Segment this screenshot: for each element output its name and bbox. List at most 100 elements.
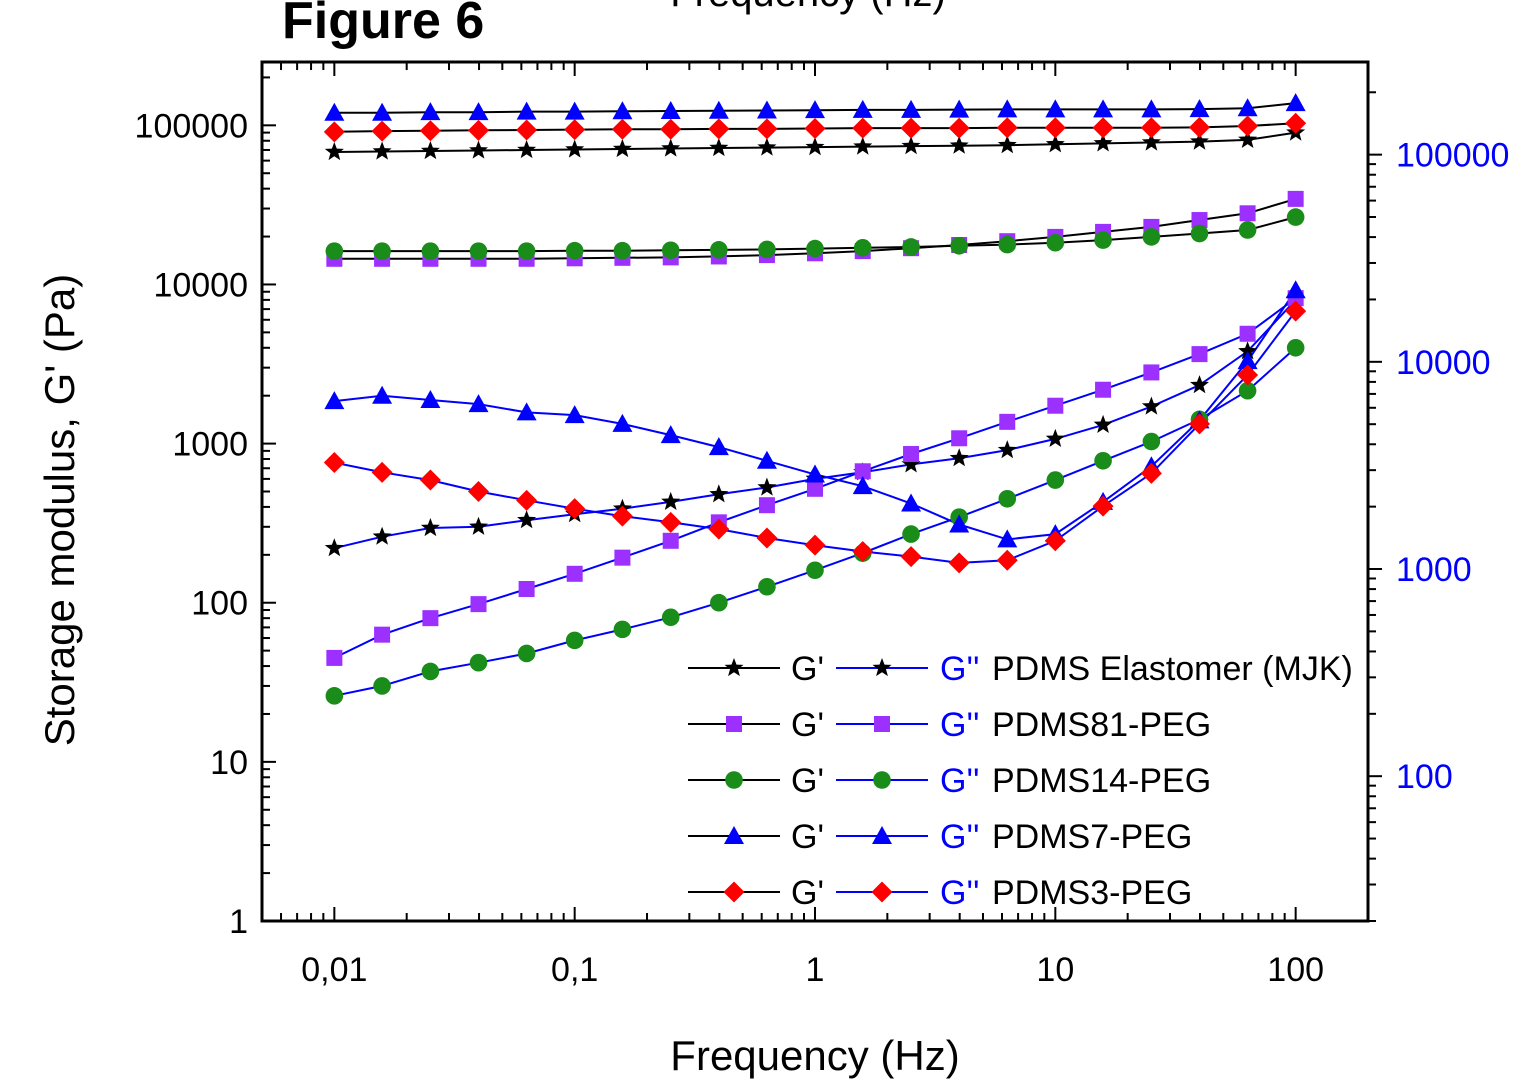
data-point — [710, 241, 728, 259]
data-point — [804, 534, 826, 556]
data-point — [324, 391, 345, 410]
series-line — [334, 289, 1297, 541]
data-point — [518, 580, 535, 597]
data-point — [805, 464, 825, 483]
data-point — [709, 138, 729, 157]
data-point — [758, 497, 775, 514]
data-point — [1045, 428, 1065, 447]
legend-gp-label: G' — [791, 818, 824, 856]
data-point — [852, 99, 873, 118]
data-point — [1237, 115, 1259, 137]
legend-gpp-label: G'' — [940, 818, 979, 856]
data-point — [325, 242, 344, 260]
series-line — [334, 299, 1297, 550]
data-point — [805, 137, 825, 156]
legend-marker-gp — [724, 826, 744, 844]
legend-marker-gpp — [872, 826, 892, 844]
data-point — [1093, 99, 1114, 118]
data-point — [1285, 93, 1306, 112]
data-point — [662, 532, 679, 549]
data-point — [1140, 117, 1162, 139]
data-point — [1238, 341, 1258, 360]
legend-marker-gpp — [873, 771, 891, 789]
data-point — [903, 446, 920, 463]
data-point — [900, 117, 922, 139]
data-point — [1044, 530, 1066, 552]
data-point — [758, 577, 776, 596]
legend-sample-label: PDMS Elastomer (MJK) — [992, 650, 1353, 688]
y-tick-label: 1000 — [172, 426, 248, 464]
figure-label: Figure 6 — [282, 0, 484, 50]
legend-sample-label: PDMS81-PEG — [992, 706, 1211, 744]
data-point — [614, 549, 631, 566]
data-point — [1287, 190, 1304, 207]
data-point — [1047, 397, 1064, 414]
y2-tick-label: 1000 — [1396, 551, 1472, 589]
data-point — [1188, 413, 1210, 435]
legend-gp-label: G' — [791, 762, 824, 800]
data-point — [1286, 208, 1305, 226]
data-point — [901, 454, 921, 473]
data-point — [1142, 228, 1161, 246]
data-point — [804, 118, 826, 140]
data-point — [420, 389, 441, 408]
data-point — [468, 394, 489, 413]
data-point — [324, 142, 344, 161]
data-point — [323, 121, 345, 143]
data-point — [419, 120, 441, 142]
data-point — [613, 620, 632, 639]
y2-tick-label: 100 — [1396, 758, 1453, 796]
plot-frame — [260, 60, 1370, 923]
legend-gpp-label: G'' — [940, 706, 979, 744]
y-axis-label: Storage modulus, G' (Pa) — [36, 274, 83, 747]
legend-gp-label: G' — [791, 874, 824, 912]
data-point — [1045, 134, 1065, 153]
data-point — [612, 413, 633, 432]
data-point — [565, 631, 584, 650]
data-point — [997, 529, 1018, 548]
data-point — [324, 538, 344, 557]
data-point — [565, 139, 585, 158]
y2-tick-label: 100000 — [1396, 137, 1509, 175]
data-point — [660, 101, 681, 120]
data-point — [757, 137, 777, 156]
data-point — [999, 413, 1016, 430]
data-point — [1094, 451, 1112, 470]
data-point — [372, 385, 393, 404]
data-point — [661, 138, 681, 157]
data-point — [1095, 381, 1112, 398]
data-point — [1238, 129, 1258, 148]
data-point — [420, 102, 441, 121]
data-point — [1286, 338, 1305, 357]
data-point — [1285, 280, 1306, 299]
data-point — [661, 608, 680, 627]
data-point — [902, 238, 920, 256]
data-point — [422, 610, 439, 627]
data-point — [419, 469, 441, 491]
data-point — [1238, 381, 1257, 400]
data-point — [758, 240, 776, 259]
data-point — [708, 518, 730, 540]
data-point — [323, 452, 345, 474]
data-point — [900, 546, 922, 568]
legend-marker-gpp — [871, 881, 893, 903]
data-point — [852, 117, 874, 139]
data-point — [420, 141, 440, 160]
data-point — [1191, 212, 1208, 229]
legend-marker-gp — [725, 771, 743, 789]
data-point — [948, 117, 970, 139]
legend-gp-label: G' — [791, 650, 824, 688]
data-point — [421, 662, 440, 681]
data-point — [565, 241, 584, 260]
data-point — [708, 118, 730, 140]
data-point — [611, 118, 633, 140]
data-point — [805, 100, 825, 119]
data-point — [373, 242, 391, 260]
data-point — [374, 626, 391, 643]
x-tick-label: 100 — [1267, 951, 1324, 989]
data-point — [1092, 495, 1114, 517]
data-point — [1285, 300, 1307, 322]
data-point — [853, 238, 872, 257]
legend-marker-gp — [723, 881, 745, 903]
data-point — [1237, 364, 1259, 386]
